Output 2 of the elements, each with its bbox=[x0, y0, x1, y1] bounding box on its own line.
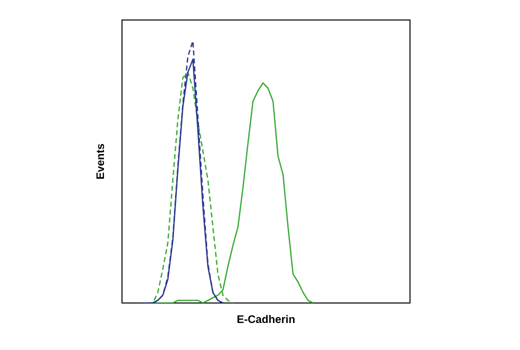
x-axis-title: E-Cadherin bbox=[238, 315, 295, 324]
y-axis-title: Events bbox=[96, 144, 104, 179]
